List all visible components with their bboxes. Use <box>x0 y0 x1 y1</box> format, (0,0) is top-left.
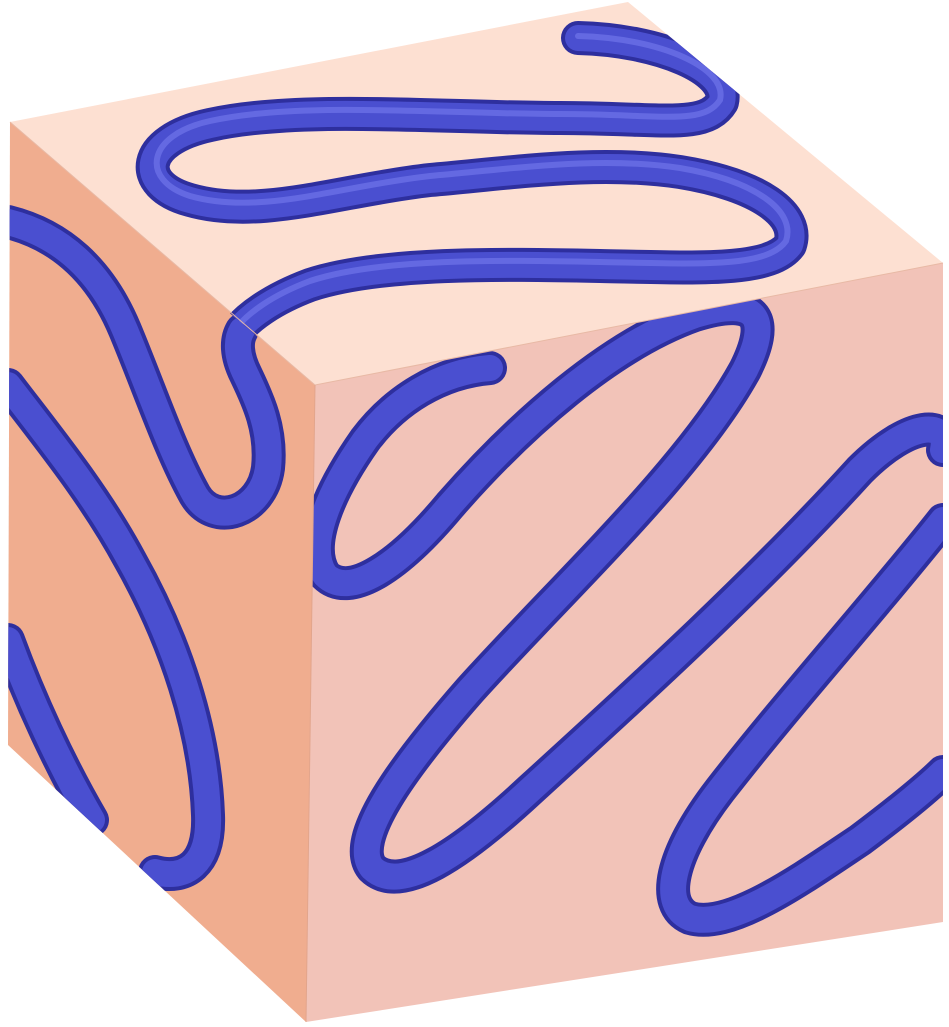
tube-left-a <box>8 209 282 526</box>
cube <box>8 2 944 1023</box>
tube-top <box>135 21 809 347</box>
tube-top-highlight <box>153 33 791 329</box>
tube-right-a <box>306 295 943 890</box>
cube-front-edge <box>305 384 316 1023</box>
tube-top-body <box>139 25 805 343</box>
tube-right-b <box>660 507 943 933</box>
tube-left <box>8 205 286 891</box>
tube-left-c <box>8 627 105 833</box>
tube-right <box>306 291 943 937</box>
tube-left-b <box>8 372 222 887</box>
